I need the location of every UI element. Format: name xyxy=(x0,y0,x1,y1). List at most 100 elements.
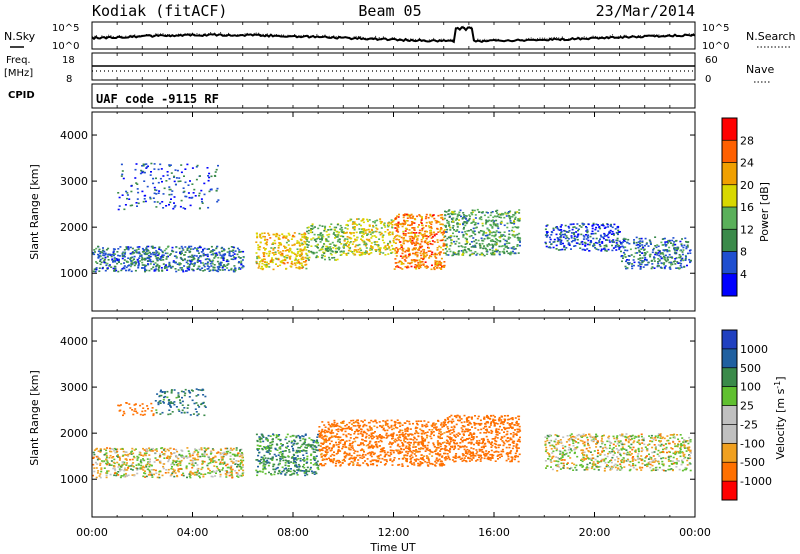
power-region-7-dot xyxy=(667,239,670,242)
velocity-region-3-dot xyxy=(285,447,288,449)
power-region-5-dot xyxy=(489,214,492,217)
velocity-region-0-dot xyxy=(229,471,232,474)
power-region-4-dot xyxy=(417,226,420,228)
power-region-6-dot xyxy=(550,243,553,245)
power-region-5-dot xyxy=(445,254,448,256)
power-region-1-dot xyxy=(262,253,265,256)
power-region-4-dot xyxy=(418,232,421,234)
power-region-1-dot xyxy=(274,251,277,253)
velocity-region-0-dot xyxy=(203,460,206,463)
power-region-2-dot xyxy=(337,248,340,251)
power-region-3-dot xyxy=(383,247,386,249)
power-region-0-dot xyxy=(141,261,144,264)
velocity-region-1-dot xyxy=(162,401,165,403)
power-region-2-dot xyxy=(312,237,315,239)
power-region-7-dot xyxy=(656,264,659,267)
power-region-4-dot xyxy=(426,242,428,245)
velocity-region-4-dot xyxy=(411,452,414,454)
power-region-0-dot xyxy=(99,252,102,255)
power-region-5-dot xyxy=(454,243,457,245)
velocity-region-0-dot xyxy=(105,474,108,477)
velocity-region-0-dot xyxy=(96,458,99,461)
power-region-7-dot xyxy=(673,241,676,243)
power-region-5-dot xyxy=(450,221,453,223)
power-region-2-dot xyxy=(340,253,343,256)
power-region-6-dot xyxy=(601,242,604,244)
velocity-region-4-dot xyxy=(443,422,446,425)
power-region-2-dot xyxy=(306,254,309,257)
power-region-0-dot xyxy=(134,269,137,272)
power-region-0-dot xyxy=(192,257,195,259)
power-region-6-dot xyxy=(588,250,591,252)
power-region-3-dot xyxy=(377,244,380,247)
power-region-2-dot xyxy=(308,241,310,243)
power-region-4-dot xyxy=(408,253,411,256)
power-region-1-dot xyxy=(286,257,288,259)
power-region-1-dot xyxy=(258,248,261,251)
power-region-1-dot xyxy=(298,242,301,245)
velocity-region-3-dot xyxy=(279,472,282,474)
power-region-0-dot xyxy=(178,247,181,250)
power-region-5-dot xyxy=(458,231,461,233)
power-region-0-dot xyxy=(223,254,226,257)
velocity-region-0-dot xyxy=(113,458,116,461)
velocity-region-4-dot xyxy=(399,429,402,431)
power-region-5-dot xyxy=(452,232,454,235)
power-region-6-dot xyxy=(577,233,580,236)
power-region-0-dot xyxy=(129,246,132,249)
velocity-region-0-dot xyxy=(173,452,176,454)
velocity-region-0-dot xyxy=(142,447,144,450)
power-region-2-dot xyxy=(321,248,324,251)
freq-tick-top: 18 xyxy=(62,55,75,66)
power-region-0-dot xyxy=(208,270,211,272)
power-region-0-dot xyxy=(135,251,138,254)
velocity-region-3-dot xyxy=(263,454,266,457)
power-region-0-dot xyxy=(127,257,130,259)
velocity-region-2-dot xyxy=(143,413,146,416)
velocity-region-0-dot xyxy=(193,457,196,460)
power-region-1-dot xyxy=(289,249,292,252)
power-region-0-dot xyxy=(198,260,200,262)
power-region-5-dot xyxy=(512,230,515,233)
power-region-1-dot xyxy=(279,264,282,267)
power-region-8-dot xyxy=(207,206,210,209)
velocity-region-4-dot xyxy=(407,450,410,453)
power-region-5-dot xyxy=(465,215,468,217)
power-region-0-dot xyxy=(165,264,167,266)
power-region-0-dot xyxy=(130,260,133,262)
velocity-region-4-dot xyxy=(347,425,350,428)
power-region-5-dot xyxy=(494,224,497,227)
power-region-0-dot xyxy=(237,256,240,258)
velocity-region-4-dot xyxy=(370,432,373,435)
velocity-region-3-dot xyxy=(296,455,299,457)
power-region-7-dot xyxy=(675,252,678,254)
velocity-region-0-dot xyxy=(162,465,165,468)
power-region-8-dot xyxy=(183,175,185,177)
power-region-0-dot xyxy=(232,270,235,273)
power-region-0-dot xyxy=(222,248,225,250)
velocity-region-0-dot xyxy=(145,466,148,468)
power-region-2-dot xyxy=(321,225,324,227)
power-region-0-dot xyxy=(173,255,176,257)
velocity-region-3-dot xyxy=(300,450,302,452)
power-region-8-dot xyxy=(121,170,124,172)
power-region-5-dot xyxy=(505,240,508,242)
power-region-5-dot xyxy=(493,243,496,245)
velocity-region-4-dot xyxy=(428,461,431,463)
velocity-region-0-dot xyxy=(105,452,108,454)
power-region-0-dot xyxy=(145,248,148,251)
velocity-region-3-dot xyxy=(314,457,317,460)
power-region-7-dot xyxy=(623,239,625,242)
power-region-5-dot xyxy=(456,223,459,226)
velocity-region-0-dot xyxy=(219,470,221,473)
velocity-region-0-dot xyxy=(143,472,145,474)
velocity-region-3-dot xyxy=(279,458,282,460)
power-region-5-dot xyxy=(465,222,468,225)
velocity-region-4-dot xyxy=(322,436,325,438)
power-region-0-dot xyxy=(199,246,202,249)
velocity-region-4-dot xyxy=(443,441,446,444)
power-region-0-dot xyxy=(129,257,132,259)
velocity-region-0-dot xyxy=(214,459,217,462)
power-region-6-dot xyxy=(565,235,568,237)
power-region-8-dot xyxy=(136,188,139,190)
